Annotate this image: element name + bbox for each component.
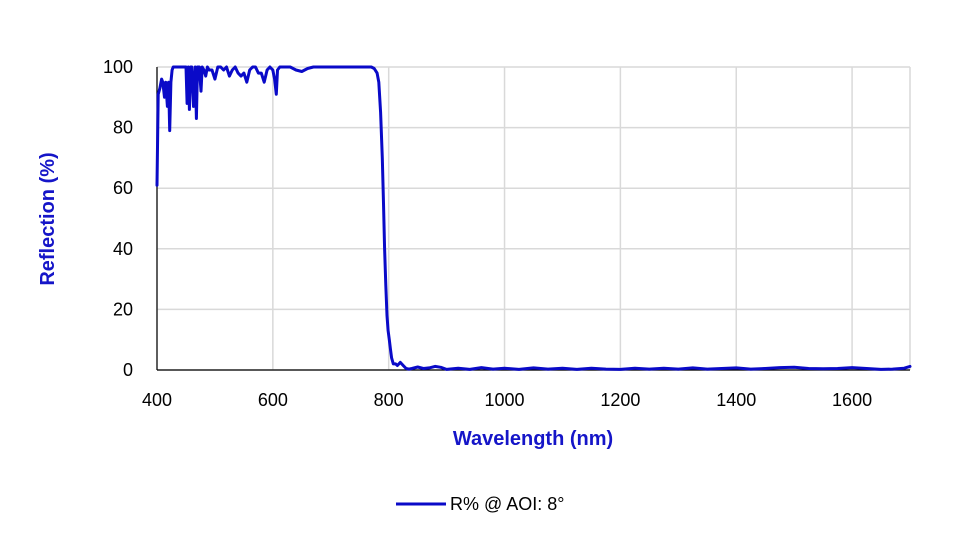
grid-lines — [156, 66, 911, 371]
y-tick-label: 60 — [113, 178, 133, 198]
y-tick-label: 0 — [123, 360, 133, 380]
legend: R% @ AOI: 8° — [396, 494, 565, 514]
y-tick-label: 80 — [113, 118, 133, 138]
x-tick-label: 1000 — [485, 390, 525, 410]
x-axis-title: Wavelength (nm) — [453, 428, 613, 450]
x-tick-label: 600 — [258, 390, 288, 410]
series-lines — [155, 65, 912, 371]
x-tick-label: 800 — [374, 390, 404, 410]
y-tick-label: 100 — [103, 57, 133, 77]
y-tick-label: 20 — [113, 299, 133, 319]
y-axis-title: Reflection (%) — [37, 152, 59, 285]
x-tick-label: 1400 — [716, 390, 756, 410]
x-tick-label: 400 — [142, 390, 172, 410]
x-tick-label: 1200 — [600, 390, 640, 410]
series-line — [155, 65, 912, 371]
legend-label: R% @ AOI: 8° — [450, 494, 565, 514]
x-tick-labels: 400 600 800 1000 1200 1400 1600 — [142, 390, 872, 410]
x-tick-label: 1600 — [832, 390, 872, 410]
y-tick-label: 40 — [113, 239, 133, 259]
y-tick-labels: 0 20 40 60 80 100 — [103, 57, 133, 380]
